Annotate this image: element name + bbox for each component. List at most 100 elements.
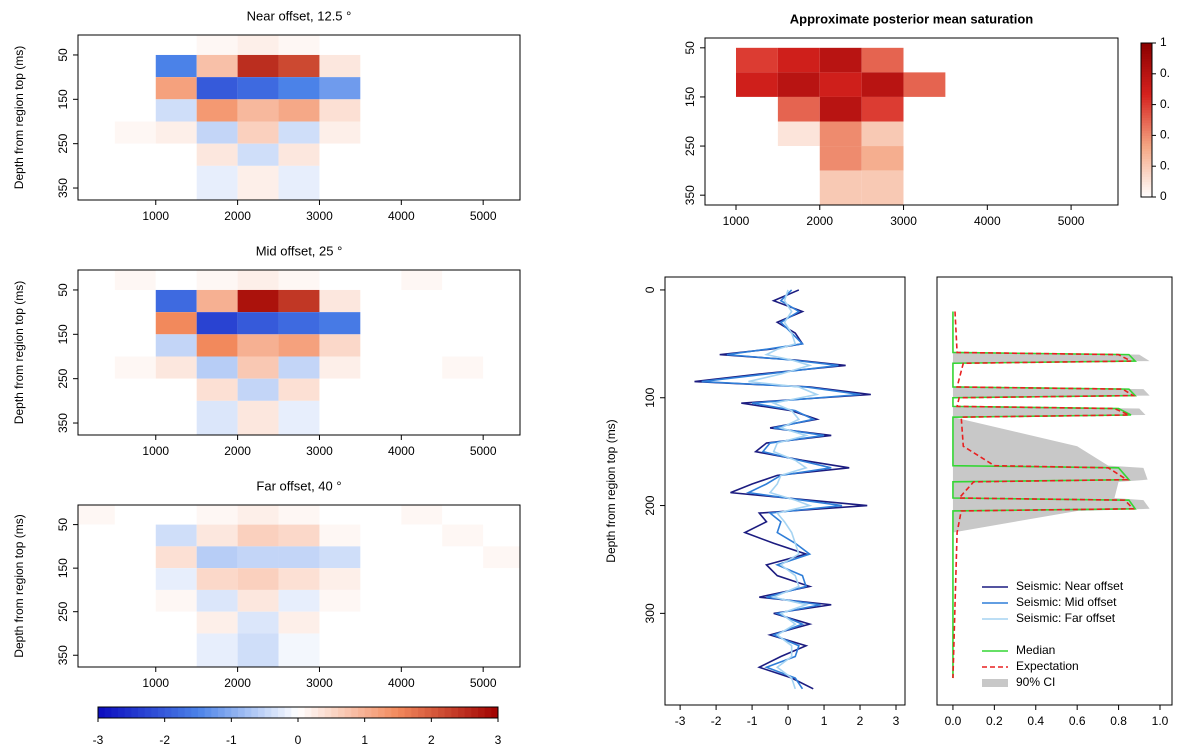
heatmap-cell [114,568,156,590]
heatmap-cell [483,378,520,401]
heatmap-cell [155,289,197,313]
heatmap-cell [155,165,197,200]
y-tick-label: 250 [56,368,70,388]
y-tick-label: 50 [56,48,70,62]
colorbar-step [1141,107,1152,111]
colorbar-step [1141,184,1152,188]
heatmap-cell [360,143,402,166]
heatmap-cell [237,505,279,525]
colorbar-label: 0 [295,733,302,747]
heatmap-cell [735,170,778,205]
colorbar-step [398,707,406,718]
heatmap-cell [319,165,361,200]
colorbar-step [418,707,426,718]
y-tick-label: 150 [56,89,70,109]
heatmap-cell [278,633,320,667]
x-tick-label: 1000 [142,209,169,223]
series-line [748,289,820,690]
colorbar-step [138,707,146,718]
heatmap-cell [401,568,443,590]
heatmap-cell [705,47,736,73]
heatmap-cell [360,633,402,667]
chart-title: Far offset, 40 ° [256,478,341,493]
heatmap-cell [155,334,197,357]
heatmap-cell [903,38,946,48]
heatmap-cell [278,589,320,612]
legend-label: Expectation [1016,659,1079,673]
heatmap-cell [777,170,820,205]
heatmap-cell [861,47,904,73]
heatmap-cell [483,99,520,122]
heatmap-cell [819,121,862,147]
colorbar-step [444,707,452,718]
heatmap-cell [1071,170,1118,205]
colorbar-step [291,707,299,718]
heatmap-cell [945,38,988,48]
heatmap-cell [705,170,736,205]
heatmap-cell [483,400,520,435]
heatmap-cell [78,378,115,401]
heatmap-cell [483,611,520,634]
heatmap-cell [114,165,156,200]
colorbar-step [338,707,346,718]
heatmap-cell [442,524,484,547]
colorbar-label: -1 [226,733,237,747]
colorbar-label: -3 [93,733,104,747]
colorbar-step [364,707,372,718]
colorbar-step [1141,73,1152,77]
colorbar-step [1141,127,1152,131]
heatmap-cell [705,38,736,48]
heatmap-cell [987,121,1030,147]
heatmap-cell [401,589,443,612]
colorbar-label: 1 [361,733,368,747]
heatmap-cell [196,35,238,55]
heatmap-cell [442,165,484,200]
colorbar-step [424,707,432,718]
heatmap-cell [319,289,361,313]
heatmap-cell [114,77,156,100]
heatmap-cell [442,546,484,569]
colorbar-step [1141,194,1152,198]
heatmap-cell [155,77,197,100]
heatmap-cell [735,38,778,48]
heatmap-cell [442,378,484,401]
heatmap-cell [777,96,820,122]
heatmap-cell [442,289,484,313]
heatmap-cell [360,505,402,525]
heatmap-cell [319,99,361,122]
colorbar-step [271,707,279,718]
heatmap-cell [155,121,197,144]
heatmap-cell [442,334,484,357]
x-tick-label: 3000 [306,444,333,458]
heatmap-cell [155,400,197,435]
heatmap-cell [78,633,115,667]
heatmap-cell [483,356,520,379]
heatmap-cell [903,170,946,205]
colorbar-step [344,707,352,718]
heatmap-cell [1029,72,1072,97]
heatmap-cell [237,143,279,166]
heatmap-cell [483,568,520,590]
colorbar-step [1141,155,1152,159]
heatmap-cell [1071,121,1118,147]
heatmap-cell [483,589,520,612]
colorbar-step [1141,186,1152,190]
colorbar-step [1141,66,1152,70]
heatmap-cell [237,289,279,313]
heatmap-cell [360,77,402,100]
heatmap-cell [278,312,320,335]
colorbar-step [1141,53,1152,57]
heatmap-cell [114,546,156,569]
heatmap-cell [442,568,484,590]
heatmap-cell [155,524,197,547]
heatmap-cell [237,54,279,78]
heatmap-cell [319,121,361,144]
plot-frame [77,269,521,436]
x-tick-label: 4000 [388,444,415,458]
heatmap-cell [360,400,402,435]
heatmap-cell [319,35,361,55]
heatmap-cell [483,312,520,335]
x-tick-label: 2 [857,714,864,728]
colorbar-step [164,707,172,718]
heatmap-cell [819,38,862,48]
